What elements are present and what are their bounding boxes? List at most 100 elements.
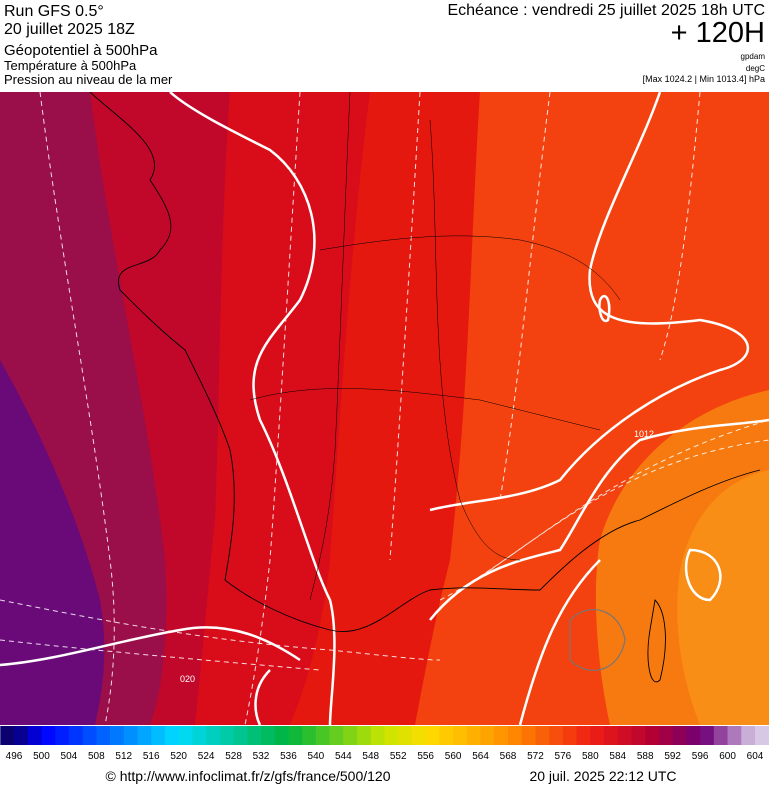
generated: 20 juil. 2025 22:12 UTC [529,768,676,784]
colorbar-label: 548 [362,751,379,762]
colorbar-swatch [576,726,591,745]
colorbar-swatch [302,726,317,745]
colorbar-swatch [343,726,358,745]
colorbar-swatch [562,726,578,745]
colorbar-swatch [411,726,427,745]
colorbar-swatch [41,726,56,745]
isobar-low [569,609,626,671]
colorbar-swatch [288,726,303,745]
colorbar-swatch [521,726,536,745]
run: 20 juillet 2025 18Z [4,21,135,38]
colorbar-swatch [82,726,97,745]
field-fill [0,360,105,725]
lead-time: + 120H [671,17,765,49]
field: Géopotentiel à 500hPa [4,42,158,59]
colorbar-swatch [549,726,564,745]
colorbar-swatch [645,726,660,745]
colorbar-swatch [453,726,468,745]
colorbar-label: 508 [88,751,105,762]
colorbar-swatch [329,726,344,745]
colorbar-label: 496 [6,751,23,762]
colorbar-label: 500 [33,751,50,762]
field-fill [677,470,769,725]
colorbar-label: 580 [582,751,599,762]
colorbar-label: 576 [555,751,572,762]
colorbar-swatch [631,726,646,745]
colorbar-swatch [425,726,440,745]
colorbar-swatch [14,726,29,745]
field: Température à 500hPa [4,58,137,73]
coastline [89,92,761,683]
colorbar-swatch [110,726,125,745]
colorbar-label: 600 [719,751,736,762]
colorbar-swatch [535,726,550,745]
colorbar-swatch [55,726,70,745]
colorbar-swatch [439,726,454,745]
source: © http://www.infoclimat.fr/z/gfs/france/… [106,768,391,784]
colorbar-swatch [151,726,166,745]
colorbar-label: 528 [225,751,242,762]
colorbar: 496 500 504 508 512 516 520 524 528 532 536 540 544 5… [0,726,769,762]
colorbar-label: 532 [253,751,270,762]
model: Run GFS 0.5° [4,3,104,20]
colorbar-label: 524 [198,751,215,762]
colorbar-swatch [398,726,413,745]
isobar-label: 020 [180,674,195,684]
colorbar-swatch [123,726,138,745]
map: 020 1012 [0,92,769,725]
pressure-range: [Max 1024.2 | Min 1013.4] hPa [643,74,765,84]
colorbar-swatch [466,726,482,745]
colorbar-swatch [247,726,262,745]
colorbar-swatch [315,726,331,745]
colorbar-label: 564 [472,751,489,762]
colorbar-label: 504 [61,751,78,762]
colorbar-label: 588 [637,751,654,762]
isobars [0,92,769,725]
colorbar-label: 560 [445,751,462,762]
colorbar-swatch [233,726,248,745]
colorbar-swatch [178,726,193,745]
colorbar-swatch [480,726,495,745]
colorbar-swatch [357,726,372,745]
colorbar-label: 596 [692,751,709,762]
colorbar-swatch [713,726,729,745]
colorbar-swatch [384,726,399,745]
colorbar-swatch [617,726,632,745]
isobar-label: 1012 [634,429,654,439]
colorbar-swatch [686,726,701,745]
unit: gpdam [741,52,766,61]
colorbar-swatch [508,726,523,745]
colorbar-swatch [219,726,235,745]
colorbar-swatch [68,726,84,745]
colorbar-swatch [137,726,152,745]
colorbar-swatch [370,726,385,745]
colorbar-label: 584 [609,751,626,762]
colorbar-swatch [741,726,756,745]
colorbar-swatch [700,726,715,745]
colorbar-swatch [658,726,674,745]
colorbar-label: 540 [308,751,325,762]
unit: degC [746,64,765,73]
colorbar-swatch [755,726,769,745]
colorbar-label: 604 [747,751,764,762]
colorbar-swatch [261,726,276,745]
colorbar-label: 552 [390,751,407,762]
colorbar-swatch [604,726,619,745]
colorbar-swatch [727,726,742,745]
colorbar-label: 536 [280,751,297,762]
colorbar-label: 512 [115,751,132,762]
colorbar-swatch [96,726,111,745]
colorbar-swatch [27,726,42,745]
colorbar-label: 592 [664,751,681,762]
colorbar-label: 556 [417,751,434,762]
colorbar-label: 516 [143,751,160,762]
field: Pression au niveau de la mer [4,72,173,87]
valid-time: Echéance : vendredi 25 juillet 2025 18h … [447,2,765,19]
colorbar-swatch [494,726,509,745]
colorbar-label: 544 [335,751,352,762]
colorbar-label: 572 [527,751,544,762]
colorbar-swatch [590,726,605,745]
colorbar-swatch [192,726,207,745]
colorbar-swatch [274,726,289,745]
